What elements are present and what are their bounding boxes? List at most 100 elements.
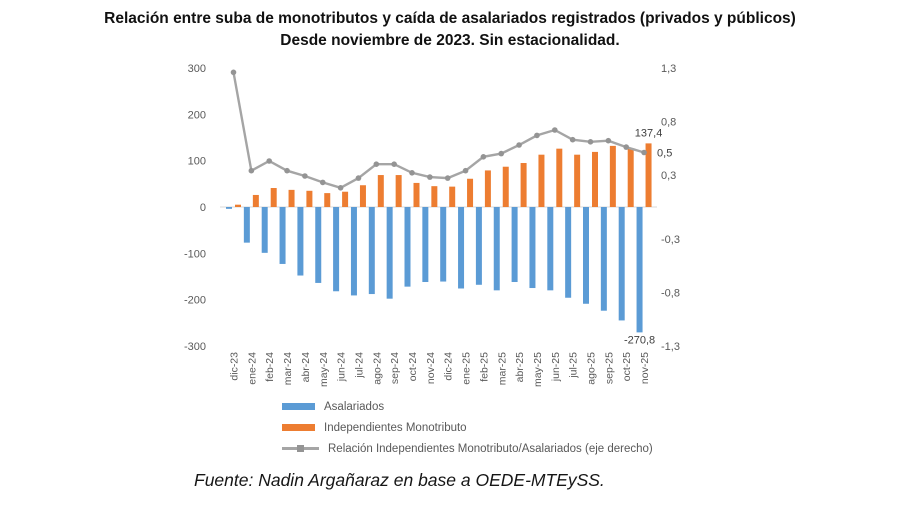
independientes-bar bbox=[413, 182, 420, 207]
independientes-bar bbox=[449, 186, 456, 207]
x-axis-label: dic-23 bbox=[229, 352, 241, 381]
asalariados-bar bbox=[297, 207, 304, 276]
x-axis-label: jun-25 bbox=[550, 352, 562, 382]
ratio-line-marker bbox=[337, 185, 344, 191]
ratio-line-swatch-icon bbox=[282, 445, 319, 452]
ratio-line-marker bbox=[427, 174, 433, 180]
ratio-line-marker bbox=[248, 167, 255, 174]
ratio-data-label: 0,5 bbox=[657, 147, 672, 159]
independientes-data-label: 137,4 bbox=[635, 127, 663, 139]
asalariados-bar bbox=[511, 207, 518, 283]
asalariados-bar bbox=[529, 207, 536, 289]
independientes-bar bbox=[359, 185, 366, 207]
ratio-line-marker bbox=[230, 69, 237, 76]
asalariados-bar bbox=[618, 207, 625, 321]
x-axis-label: ago-24 bbox=[371, 352, 383, 385]
right-axis-tick: 0,8 bbox=[661, 116, 676, 128]
ratio-line-marker bbox=[373, 161, 380, 167]
x-axis-label: jun-24 bbox=[336, 352, 348, 382]
asalariados-bar bbox=[226, 207, 232, 209]
ratio-line-marker bbox=[552, 127, 558, 133]
asalariados-bar bbox=[475, 207, 482, 285]
chart-title: Relación entre suba de monotributos y ca… bbox=[0, 8, 900, 52]
independientes-bar bbox=[556, 148, 563, 207]
ratio-line-marker bbox=[534, 132, 540, 139]
x-axis-label: ene-24 bbox=[246, 352, 258, 385]
legend-label-relacion: Relación Independientes Monotributo/Asal… bbox=[328, 442, 653, 455]
ratio-line-marker bbox=[266, 158, 273, 164]
chart-legend: Asalariados Independientes Monotributo R… bbox=[282, 396, 653, 459]
legend-item-relacion: Relación Independientes Monotributo/Asal… bbox=[282, 438, 653, 459]
asalariados-bar bbox=[636, 207, 643, 333]
ratio-marker-icon bbox=[297, 445, 304, 452]
right-axis-tick: 0,3 bbox=[661, 170, 676, 182]
ratio-line-marker bbox=[302, 173, 308, 179]
x-axis-label: feb-25 bbox=[478, 352, 490, 382]
x-axis-label: sep-24 bbox=[389, 352, 401, 384]
ratio-line-marker bbox=[355, 175, 362, 181]
independientes-bar bbox=[467, 178, 474, 207]
chart-title-line2: Desde noviembre de 2023. Sin estacionali… bbox=[280, 32, 620, 49]
left-axis-tick: 100 bbox=[188, 156, 206, 168]
x-axis-label: abr-25 bbox=[514, 352, 526, 383]
ratio-line-marker bbox=[569, 136, 576, 143]
asalariados-bar bbox=[386, 207, 393, 299]
independientes-bar bbox=[324, 193, 331, 207]
asalariados-bar bbox=[458, 207, 465, 289]
independientes-bar bbox=[609, 145, 616, 207]
asalariados-bar bbox=[565, 207, 572, 298]
independientes-bar bbox=[235, 204, 241, 207]
x-axis-label: oct-24 bbox=[407, 352, 419, 381]
right-axis-tick: 1,3 bbox=[661, 63, 676, 75]
asalariados-bar bbox=[315, 207, 322, 283]
x-axis-label: feb-24 bbox=[264, 352, 276, 382]
asalariados-bar bbox=[493, 207, 500, 291]
x-axis-label: ene-25 bbox=[461, 352, 473, 385]
right-axis-tick: -0,8 bbox=[661, 288, 680, 300]
independientes-bar bbox=[306, 190, 313, 207]
x-axis-label: dic-24 bbox=[443, 352, 455, 381]
left-axis-tick: 200 bbox=[188, 109, 206, 121]
x-axis-label: nov-24 bbox=[425, 352, 437, 384]
independientes-bar bbox=[520, 163, 527, 207]
ratio-line-marker bbox=[516, 142, 522, 148]
x-axis-label: nov-25 bbox=[639, 352, 651, 384]
asalariados-swatch-icon bbox=[282, 403, 315, 410]
x-axis-label: mar-25 bbox=[496, 352, 508, 385]
independientes-bar bbox=[627, 148, 634, 207]
independientes-bar bbox=[270, 188, 277, 207]
legend-item-asalariados: Asalariados bbox=[282, 396, 653, 417]
asalariados-bar bbox=[261, 207, 268, 253]
independientes-bar bbox=[342, 191, 349, 207]
ratio-line-marker bbox=[409, 170, 415, 176]
left-axis-tick: -100 bbox=[184, 248, 206, 260]
ratio-line-marker bbox=[319, 179, 326, 186]
x-axis-label: may-24 bbox=[318, 352, 330, 387]
left-axis-tick: 0 bbox=[200, 202, 206, 214]
x-axis-label: sep-25 bbox=[603, 352, 615, 384]
asalariados-bar bbox=[368, 207, 375, 295]
x-axis-label: mar-24 bbox=[282, 352, 294, 385]
ratio-line-marker bbox=[391, 161, 397, 167]
independientes-bar bbox=[645, 143, 652, 207]
right-axis-tick: -0,3 bbox=[661, 234, 680, 246]
asalariados-bar bbox=[350, 207, 357, 296]
x-axis-label: jul-25 bbox=[568, 352, 580, 379]
ratio-line-marker bbox=[498, 150, 505, 157]
asalariados-bar bbox=[547, 207, 554, 291]
legend-label-asalariados: Asalariados bbox=[324, 400, 385, 413]
legend-label-independientes: Independientes Monotributo bbox=[324, 421, 467, 434]
left-axis-tick: 300 bbox=[188, 63, 206, 75]
independientes-bar bbox=[574, 154, 581, 207]
asalariados-bar bbox=[583, 207, 589, 304]
legend-item-independientes: Independientes Monotributo bbox=[282, 417, 653, 438]
x-axis-label: oct-25 bbox=[621, 352, 633, 381]
x-axis-label: abr-24 bbox=[300, 352, 312, 383]
ratio-line-marker bbox=[480, 154, 487, 160]
ratio-line-marker bbox=[444, 175, 451, 181]
asalariados-bar bbox=[404, 207, 411, 287]
asalariados-bar bbox=[440, 207, 447, 282]
ratio-line bbox=[232, 72, 645, 190]
